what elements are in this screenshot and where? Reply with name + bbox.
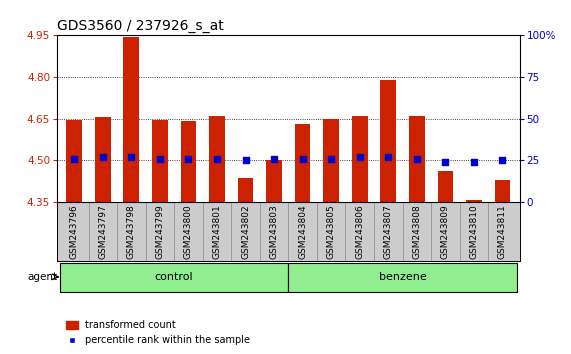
Text: GSM243805: GSM243805	[327, 205, 336, 259]
Point	[441, 159, 450, 164]
Bar	[123, 37, 139, 202]
Text: GSM243804: GSM243804	[298, 205, 307, 259]
Bar	[238, 178, 254, 202]
Text: GSM243803: GSM243803	[270, 205, 279, 259]
Text: GSM243806: GSM243806	[355, 205, 364, 259]
Point	[355, 155, 364, 160]
Bar	[66, 120, 82, 202]
Point	[412, 156, 421, 161]
Bar	[209, 116, 225, 202]
Text: GSM243810: GSM243810	[469, 205, 478, 259]
Point	[469, 159, 478, 164]
Point	[384, 155, 393, 160]
Text: control: control	[155, 272, 194, 282]
Point	[212, 156, 222, 161]
Text: GSM243811: GSM243811	[498, 205, 507, 259]
Point	[270, 156, 279, 161]
Text: benzene: benzene	[379, 272, 427, 282]
Bar	[295, 124, 311, 202]
Bar	[266, 160, 282, 202]
Bar	[323, 119, 339, 202]
Text: GSM243796: GSM243796	[70, 205, 79, 259]
Bar	[409, 116, 425, 202]
Bar	[95, 117, 111, 202]
Point	[498, 157, 507, 163]
Text: GSM243809: GSM243809	[441, 205, 450, 259]
Bar	[466, 200, 482, 202]
Bar	[152, 120, 168, 202]
Text: GSM243798: GSM243798	[127, 205, 136, 259]
Bar	[494, 179, 510, 202]
FancyBboxPatch shape	[288, 263, 517, 292]
Bar	[352, 116, 368, 202]
Text: GSM243801: GSM243801	[212, 205, 222, 259]
Point	[298, 156, 307, 161]
Text: GSM243800: GSM243800	[184, 205, 193, 259]
Bar	[180, 121, 196, 202]
Point	[98, 155, 107, 160]
Point	[127, 155, 136, 160]
Text: GDS3560 / 237926_s_at: GDS3560 / 237926_s_at	[57, 19, 224, 33]
Text: agent: agent	[27, 272, 58, 282]
Point	[70, 156, 79, 161]
FancyBboxPatch shape	[60, 263, 288, 292]
Text: GSM243799: GSM243799	[155, 205, 164, 259]
Legend: transformed count, percentile rank within the sample: transformed count, percentile rank withi…	[62, 316, 254, 349]
Text: GSM243807: GSM243807	[384, 205, 393, 259]
Point	[184, 156, 193, 161]
Bar	[437, 171, 453, 202]
Point	[327, 156, 336, 161]
Point	[241, 157, 250, 163]
Text: GSM243802: GSM243802	[241, 205, 250, 259]
Text: GSM243797: GSM243797	[98, 205, 107, 259]
Text: GSM243808: GSM243808	[412, 205, 421, 259]
Point	[155, 156, 164, 161]
Bar	[380, 80, 396, 202]
